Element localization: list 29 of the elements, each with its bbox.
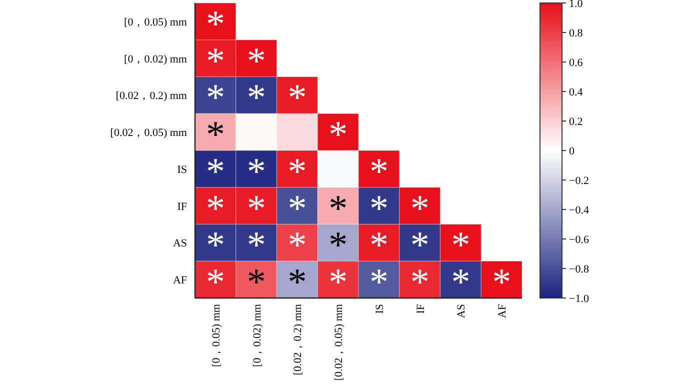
y-tick-label: [0.02，0.05) mm [110, 127, 188, 140]
y-tick-label: AS [172, 238, 187, 250]
data-label: * [328, 114, 348, 156]
x-tick-label: [0.02，0.05) mm [333, 304, 346, 381]
y-tick-label: IS [177, 164, 187, 176]
data-label: * [492, 262, 512, 304]
x-tick-label: [0.02，0.2) mm [292, 304, 304, 376]
data-label: * [288, 77, 307, 120]
x-tick-label: IF [414, 304, 427, 314]
color-bar-label: −0.8 [569, 264, 590, 276]
color-bar-label: 0 [569, 146, 575, 158]
color-bar-label: 0.6 [569, 57, 584, 69]
x-tick-label: AF [496, 304, 509, 318]
color-bar-label: 1.0 [569, 0, 584, 10]
color-bar-label: −0.6 [569, 234, 590, 246]
y-tick-label: AF [172, 274, 187, 287]
color-bar-label: −0.4 [569, 204, 590, 216]
color-bar-label: −0.2 [569, 175, 589, 187]
y-tick-label: [0，0.02) mm [124, 53, 188, 66]
y-tick-label: IF [177, 200, 187, 213]
color-bar-label: 0.8 [569, 28, 584, 40]
y-tick-label: [0.02，0.2) mm [116, 90, 188, 102]
x-tick-label: IS [374, 304, 386, 314]
y-tick-label: [0，0.05) mm [124, 16, 188, 28]
color-bar-label: −1.0 [569, 293, 590, 305]
x-tick-label: [0，0.02) mm [251, 304, 264, 367]
color-bar-label: 0.4 [569, 86, 584, 98]
color-bar-label: 0.2 [569, 116, 583, 128]
x-tick-label: AS [456, 304, 468, 318]
